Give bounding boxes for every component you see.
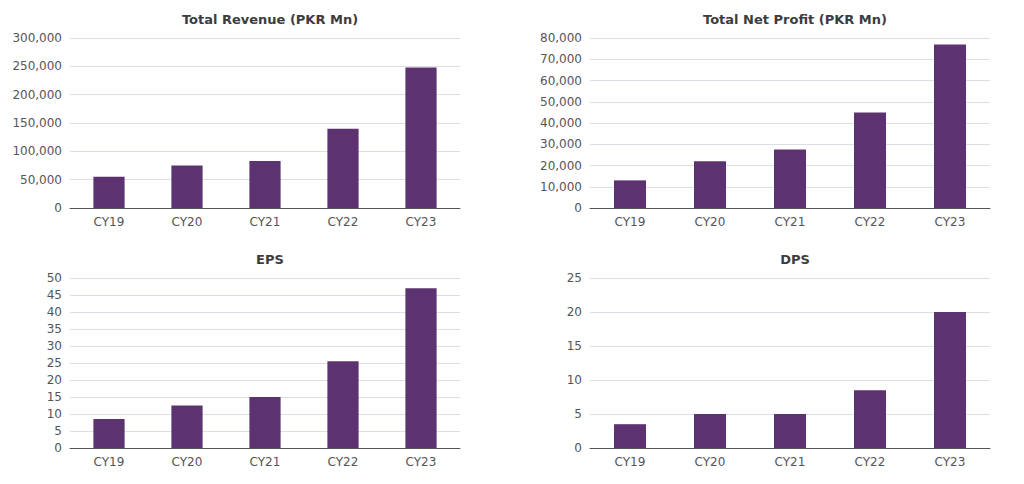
svg-text:25: 25 bbox=[567, 271, 582, 285]
svg-text:200,000: 200,000 bbox=[12, 88, 62, 102]
svg-text:CY20: CY20 bbox=[695, 215, 726, 229]
svg-text:40,000: 40,000 bbox=[540, 116, 582, 130]
svg-text:30: 30 bbox=[47, 339, 62, 353]
svg-text:15: 15 bbox=[47, 390, 62, 404]
svg-text:20: 20 bbox=[47, 373, 62, 387]
svg-text:CY23: CY23 bbox=[935, 455, 966, 469]
svg-text:30,000: 30,000 bbox=[540, 137, 582, 151]
svg-text:10,000: 10,000 bbox=[540, 180, 582, 194]
svg-text:Total Net Profit (PKR Mn): Total Net Profit (PKR Mn) bbox=[703, 12, 887, 27]
svg-text:80,000: 80,000 bbox=[540, 31, 582, 45]
svg-text:0: 0 bbox=[574, 201, 582, 215]
svg-text:40: 40 bbox=[47, 305, 62, 319]
svg-text:10: 10 bbox=[567, 373, 582, 387]
svg-text:CY22: CY22 bbox=[328, 215, 359, 229]
svg-text:CY21: CY21 bbox=[775, 455, 806, 469]
svg-text:CY21: CY21 bbox=[250, 215, 281, 229]
svg-text:CY19: CY19 bbox=[94, 215, 125, 229]
svg-text:Total Revenue (PKR Mn): Total Revenue (PKR Mn) bbox=[182, 12, 358, 27]
svg-text:50,000: 50,000 bbox=[540, 95, 582, 109]
svg-text:0: 0 bbox=[54, 201, 62, 215]
svg-text:CY21: CY21 bbox=[775, 215, 806, 229]
svg-text:EPS: EPS bbox=[256, 252, 284, 267]
svg-text:15: 15 bbox=[567, 339, 582, 353]
svg-text:150,000: 150,000 bbox=[12, 116, 62, 130]
svg-text:CY22: CY22 bbox=[855, 215, 886, 229]
svg-text:CY22: CY22 bbox=[855, 455, 886, 469]
svg-text:100,000: 100,000 bbox=[12, 144, 62, 158]
svg-text:CY20: CY20 bbox=[172, 215, 203, 229]
svg-text:5: 5 bbox=[574, 407, 582, 421]
svg-text:CY19: CY19 bbox=[615, 455, 646, 469]
svg-text:50: 50 bbox=[47, 271, 62, 285]
svg-text:CY22: CY22 bbox=[328, 455, 359, 469]
svg-text:50,000: 50,000 bbox=[20, 173, 62, 187]
svg-text:300,000: 300,000 bbox=[12, 31, 62, 45]
svg-text:45: 45 bbox=[47, 288, 62, 302]
svg-text:0: 0 bbox=[54, 441, 62, 455]
svg-text:10: 10 bbox=[47, 407, 62, 421]
svg-text:25: 25 bbox=[47, 356, 62, 370]
svg-text:CY20: CY20 bbox=[695, 455, 726, 469]
svg-text:CY23: CY23 bbox=[935, 215, 966, 229]
svg-text:0: 0 bbox=[574, 441, 582, 455]
svg-text:CY23: CY23 bbox=[406, 455, 437, 469]
svg-text:35: 35 bbox=[47, 322, 62, 336]
svg-text:20: 20 bbox=[567, 305, 582, 319]
svg-text:CY20: CY20 bbox=[172, 455, 203, 469]
svg-text:60,000: 60,000 bbox=[540, 74, 582, 88]
svg-text:CY23: CY23 bbox=[406, 215, 437, 229]
svg-text:250,000: 250,000 bbox=[12, 59, 62, 73]
svg-text:CY19: CY19 bbox=[615, 215, 646, 229]
svg-text:70,000: 70,000 bbox=[540, 52, 582, 66]
svg-text:DPS: DPS bbox=[780, 252, 810, 267]
svg-text:5: 5 bbox=[54, 424, 62, 438]
svg-text:CY21: CY21 bbox=[250, 455, 281, 469]
svg-text:CY19: CY19 bbox=[94, 455, 125, 469]
svg-text:20,000: 20,000 bbox=[540, 159, 582, 173]
